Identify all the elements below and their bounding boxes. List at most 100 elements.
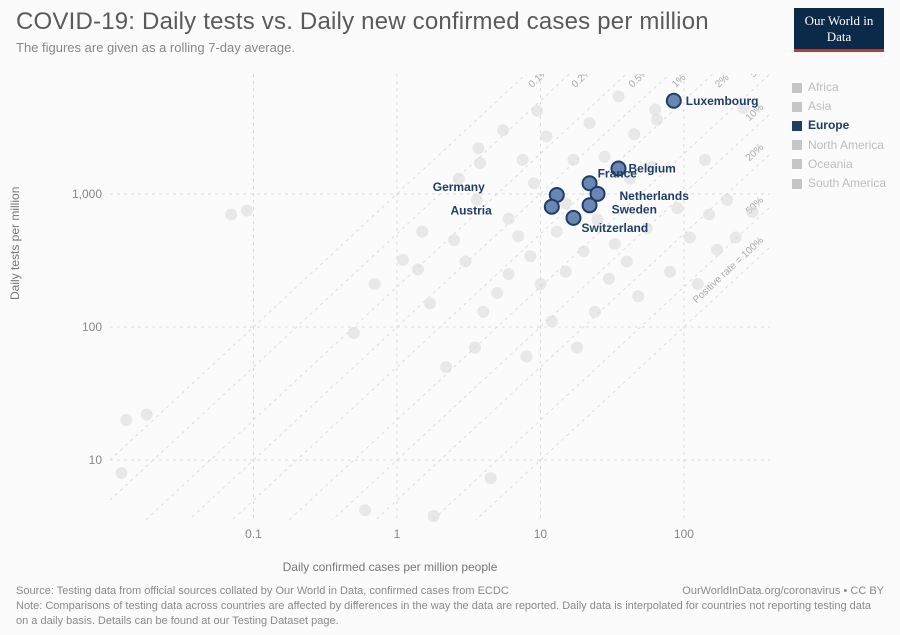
scatter-point[interactable]: [141, 409, 153, 421]
scatter-point[interactable]: [241, 204, 253, 216]
chart-subtitle: The figures are given as a rolling 7-day…: [16, 40, 295, 55]
scatter-point[interactable]: [599, 151, 611, 163]
legend-label: Oceania: [808, 155, 853, 174]
scatter-point[interactable]: [632, 290, 644, 302]
legend-swatch: [792, 179, 802, 189]
scatter-point[interactable]: [120, 414, 132, 426]
x-tick-label: 100: [674, 527, 694, 541]
legend-swatch: [792, 102, 802, 112]
scatter-point[interactable]: [115, 467, 127, 479]
scatter-point[interactable]: [348, 327, 360, 339]
scatter-point[interactable]: [369, 278, 381, 290]
highlight-label-switzerland: Switzerland: [581, 221, 648, 235]
scatter-point[interactable]: [571, 342, 583, 354]
scatter-plot: 0.1110100101001,0000.1%0.2%0.5%1%2%5%10%…: [60, 62, 780, 562]
scatter-point[interactable]: [584, 117, 596, 129]
scatter-point[interactable]: [671, 202, 683, 214]
scatter-point[interactable]: [551, 226, 563, 238]
legend-swatch: [792, 83, 802, 93]
scatter-point[interactable]: [428, 510, 440, 522]
legend-item-asia[interactable]: Asia: [792, 97, 886, 116]
positive-rate-label: 5%: [748, 62, 766, 80]
scatter-point[interactable]: [397, 254, 409, 266]
scatter-point[interactable]: [359, 504, 371, 516]
scatter-point[interactable]: [578, 245, 590, 257]
highlight-point-sweden[interactable]: [583, 198, 597, 212]
highlight-label-netherlands: Netherlands: [620, 189, 690, 203]
legend-item-oceania[interactable]: Oceania: [792, 155, 886, 174]
scatter-point[interactable]: [746, 206, 758, 218]
scatter-point[interactable]: [664, 266, 676, 278]
scatter-point[interactable]: [521, 350, 533, 362]
highlight-label-luxembourg: Luxembourg: [686, 94, 759, 108]
legend-item-africa[interactable]: Africa: [792, 78, 886, 97]
scatter-point[interactable]: [472, 142, 484, 154]
positive-rate-line: [110, 207, 770, 562]
positive-rate-line: [110, 247, 770, 562]
scatter-point[interactable]: [524, 250, 536, 262]
scatter-point[interactable]: [589, 306, 601, 318]
scatter-point[interactable]: [512, 230, 524, 242]
scatter-point[interactable]: [730, 231, 742, 243]
highlight-label-austria: Austria: [450, 204, 492, 218]
legend-label: South America: [808, 174, 886, 193]
scatter-point[interactable]: [649, 103, 661, 115]
scatter-point[interactable]: [477, 306, 489, 318]
legend-item-north-america[interactable]: North America: [792, 136, 886, 155]
scatter-point[interactable]: [528, 177, 540, 189]
highlight-label-germany: Germany: [433, 180, 485, 194]
scatter-point[interactable]: [699, 154, 711, 166]
scatter-point[interactable]: [684, 231, 696, 243]
highlight-point-austria[interactable]: [545, 200, 559, 214]
scatter-point[interactable]: [474, 157, 486, 169]
positive-rate-line: [110, 74, 770, 562]
scatter-point[interactable]: [459, 256, 471, 268]
legend-item-europe[interactable]: Europe: [792, 116, 886, 135]
chart-title: COVID-19: Daily tests vs. Daily new conf…: [16, 8, 709, 36]
scatter-point[interactable]: [497, 124, 509, 136]
scatter-point[interactable]: [534, 278, 546, 290]
scatter-point[interactable]: [469, 342, 481, 354]
scatter-point[interactable]: [225, 208, 237, 220]
scatter-point[interactable]: [485, 472, 497, 484]
scatter-point[interactable]: [424, 298, 436, 310]
scatter-point[interactable]: [711, 244, 723, 256]
scatter-point[interactable]: [540, 130, 552, 142]
legend-label: Europe: [808, 116, 849, 135]
scatter-point[interactable]: [612, 90, 624, 102]
legend-swatch: [792, 121, 802, 131]
legend: AfricaAsiaEuropeNorth AmericaOceaniaSout…: [792, 78, 886, 193]
scatter-point[interactable]: [628, 128, 640, 140]
scatter-point[interactable]: [651, 114, 663, 126]
highlight-point-luxembourg[interactable]: [667, 94, 681, 108]
owid-logo: Our World in Data: [794, 8, 884, 52]
footer-note: Note: Comparisons of testing data across…: [16, 599, 884, 629]
scatter-point[interactable]: [621, 256, 633, 268]
legend-item-south-america[interactable]: South America: [792, 174, 886, 193]
scatter-point[interactable]: [546, 315, 558, 327]
x-tick-label: 0.1: [245, 527, 262, 541]
scatter-point[interactable]: [721, 194, 733, 206]
scatter-point[interactable]: [603, 273, 615, 285]
scatter-point[interactable]: [567, 154, 579, 166]
scatter-point[interactable]: [503, 268, 515, 280]
scatter-point[interactable]: [440, 361, 452, 373]
scatter-point[interactable]: [491, 287, 503, 299]
scatter-point[interactable]: [560, 266, 572, 278]
scatter-point[interactable]: [517, 154, 529, 166]
scatter-point[interactable]: [448, 234, 460, 246]
positive-rate-label: 0.5%: [627, 67, 651, 91]
scatter-point[interactable]: [703, 208, 715, 220]
legend-swatch: [792, 140, 802, 150]
scatter-point[interactable]: [416, 226, 428, 238]
positive-rate-label: 2%: [713, 72, 731, 90]
scatter-point[interactable]: [692, 278, 704, 290]
y-axis-label: Daily tests per million: [8, 187, 22, 300]
scatter-point[interactable]: [531, 105, 543, 117]
scatter-point[interactable]: [609, 238, 621, 250]
footer-source: Source: Testing data from official sourc…: [16, 584, 509, 599]
scatter-point[interactable]: [412, 264, 424, 276]
highlight-point-switzerland[interactable]: [566, 211, 580, 225]
y-tick-label: 100: [82, 320, 102, 334]
scatter-point[interactable]: [503, 213, 515, 225]
